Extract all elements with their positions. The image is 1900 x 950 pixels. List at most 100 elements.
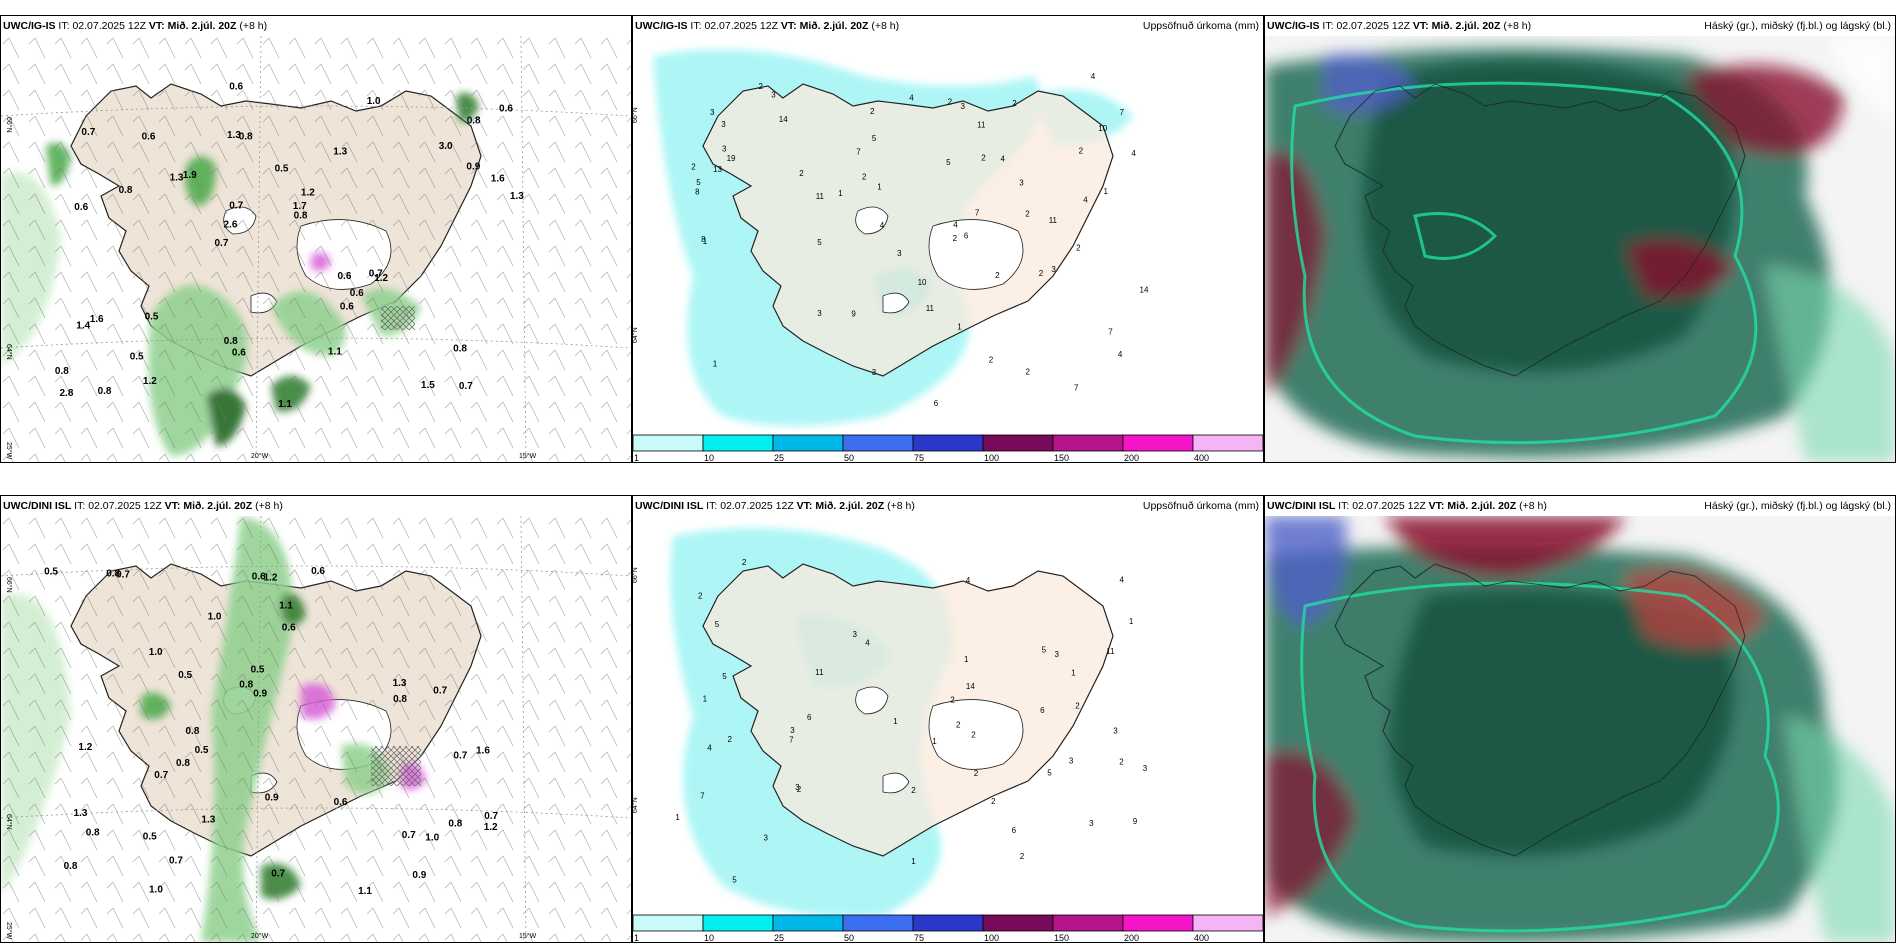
value-labels: 1233211224532212542423112351128373772754… <box>691 72 1149 408</box>
value-label: 0.8 <box>119 185 133 196</box>
value-label: 1 <box>675 813 680 822</box>
value-label: 1.3 <box>393 678 407 689</box>
colorbar-label: 200 <box>1124 933 1139 943</box>
value-label: 0.5 <box>275 163 289 174</box>
value-label: 1.3 <box>333 147 347 158</box>
value-label: 2 <box>971 730 976 739</box>
value-label: 1.3 <box>227 130 241 141</box>
value-label: 0.8 <box>239 679 253 690</box>
lon-label-25: 25°W <box>5 442 13 460</box>
lat-label-64: 64°N <box>633 327 639 343</box>
colorbar-label: 50 <box>844 933 854 943</box>
colorbar-swatch <box>842 914 914 932</box>
value-label: 1.1 <box>279 601 293 612</box>
panel-title: UWC/IG-IS IT: 02.07.2025 12Z VT: Mið. 2.… <box>635 20 900 32</box>
value-label: 7 <box>975 208 980 217</box>
panel-variable-title: Uppsöfnuð úrkoma (mm) <box>1142 20 1259 32</box>
value-label: 4 <box>966 576 971 585</box>
value-label: 0.6 <box>142 132 156 143</box>
value-label: 0.7 <box>484 811 498 822</box>
value-labels: 0.70.60.80.71.30.81.30.51.61.90.80.50.81… <box>55 82 524 411</box>
value-label: 0.5 <box>145 312 159 323</box>
value-label: 0.8 <box>55 366 69 377</box>
value-label: 0.8 <box>239 131 253 142</box>
value-label: 1.3 <box>170 173 184 184</box>
value-label: 0.8 <box>64 861 78 872</box>
value-label: 3 <box>1019 179 1024 188</box>
value-label: 1 <box>964 655 969 664</box>
value-label: 3 <box>1051 265 1056 274</box>
value-label: 4 <box>909 94 914 103</box>
value-label: 2 <box>989 355 994 364</box>
value-label: 5 <box>722 672 727 681</box>
colorbar-label: 100 <box>984 453 999 463</box>
value-label: 0.8 <box>176 758 190 769</box>
value-label: 1.9 <box>183 170 197 181</box>
value-label: 1.2 <box>484 822 498 833</box>
colorbar-label: 400 <box>1194 933 1209 943</box>
value-label: 11 <box>1049 216 1058 225</box>
panel-title: UWC/DINI ISL IT: 02.07.2025 12Z VT: Mið.… <box>3 500 283 512</box>
value-label: 1.0 <box>367 96 381 107</box>
value-label: 9 <box>851 310 856 319</box>
value-label: 4 <box>1131 149 1136 158</box>
panel-r1-precip-rate: UWC/IG-IS IT: 02.07.2025 12Z VT: Mið. 2.… <box>0 15 632 463</box>
colorbar-label: 25 <box>774 933 784 943</box>
value-label: 2 <box>995 271 1000 280</box>
value-label: 1.0 <box>149 647 163 658</box>
value-label: 0.7 <box>433 686 447 697</box>
value-label: 0.8 <box>453 344 467 355</box>
value-label: 4 <box>1120 576 1125 585</box>
value-label: 4 <box>953 221 958 230</box>
colorbar-swatch <box>912 434 984 452</box>
value-label: 1.0 <box>208 611 222 622</box>
value-label: 0.9 <box>253 689 267 700</box>
value-label: 1.7 <box>293 201 307 212</box>
colorbar-swatch <box>1122 914 1194 932</box>
value-label: 6 <box>964 231 969 240</box>
value-label: 5 <box>715 620 720 629</box>
colorbar-swatch <box>982 914 1054 932</box>
value-label: 1 <box>1129 617 1134 626</box>
panel-variable-title: Uppsöfnuð úrkoma (mm) <box>1142 500 1259 512</box>
value-label: 19 <box>727 154 736 163</box>
value-label: 14 <box>779 115 788 124</box>
value-label: 2 <box>1079 147 1084 156</box>
precip-colorbar: 1 10 25 50 75 100 150 200 400 <box>633 913 1263 943</box>
value-labels: 0.70.70.80.70.70.50.80.80.60.91.31.01.21… <box>44 566 498 897</box>
value-label: 2 <box>974 769 979 778</box>
value-label: 0.7 <box>81 127 95 138</box>
colorbar-label: 100 <box>984 933 999 943</box>
value-label: 0.8 <box>448 819 462 830</box>
value-label: 1.0 <box>425 832 439 843</box>
colorbar-swatch <box>1192 914 1263 932</box>
cloud-contours <box>1300 581 1780 933</box>
value-label: 10 <box>918 278 927 287</box>
value-label: 1 <box>1104 187 1109 196</box>
colorbar-swatch <box>1052 434 1124 452</box>
value-label: 0.8 <box>98 386 112 397</box>
value-label: 6 <box>934 399 939 408</box>
value-label: 0.9 <box>412 870 426 881</box>
value-labels: 1212122131534432114495732111163534215223… <box>675 558 1147 885</box>
value-label: 5 <box>817 238 822 247</box>
value-label: 0.5 <box>130 352 144 363</box>
value-label: 6 <box>1040 706 1045 715</box>
value-label: 6 <box>1012 826 1017 835</box>
value-label: 7 <box>1074 383 1079 392</box>
value-label: 3.0 <box>439 141 453 152</box>
value-label: 0.6 <box>499 104 513 115</box>
panel-r2-accum-precip: UWC/DINI ISL IT: 02.07.2025 12Z VT: Mið.… <box>632 495 1264 943</box>
colorbar-label: 150 <box>1054 933 1069 943</box>
map-r1-p1: 66°N 64°N 25°W 20°W 15°W 0.70.60.80.71.3… <box>1 36 631 462</box>
value-label: 0.6 <box>350 288 364 299</box>
value-label: 0.8 <box>186 726 200 737</box>
value-label: 1.6 <box>90 314 104 325</box>
colorbar-label: 1 <box>634 453 639 463</box>
value-label: 6 <box>807 713 812 722</box>
value-label: 1 <box>838 189 843 198</box>
map-r1-p2: 66°N 64°N 123321122453221254242311235112… <box>633 36 1263 442</box>
value-label: 2 <box>911 786 916 795</box>
value-label: 0.6 <box>252 571 266 582</box>
colorbar-label: 25 <box>774 453 784 463</box>
